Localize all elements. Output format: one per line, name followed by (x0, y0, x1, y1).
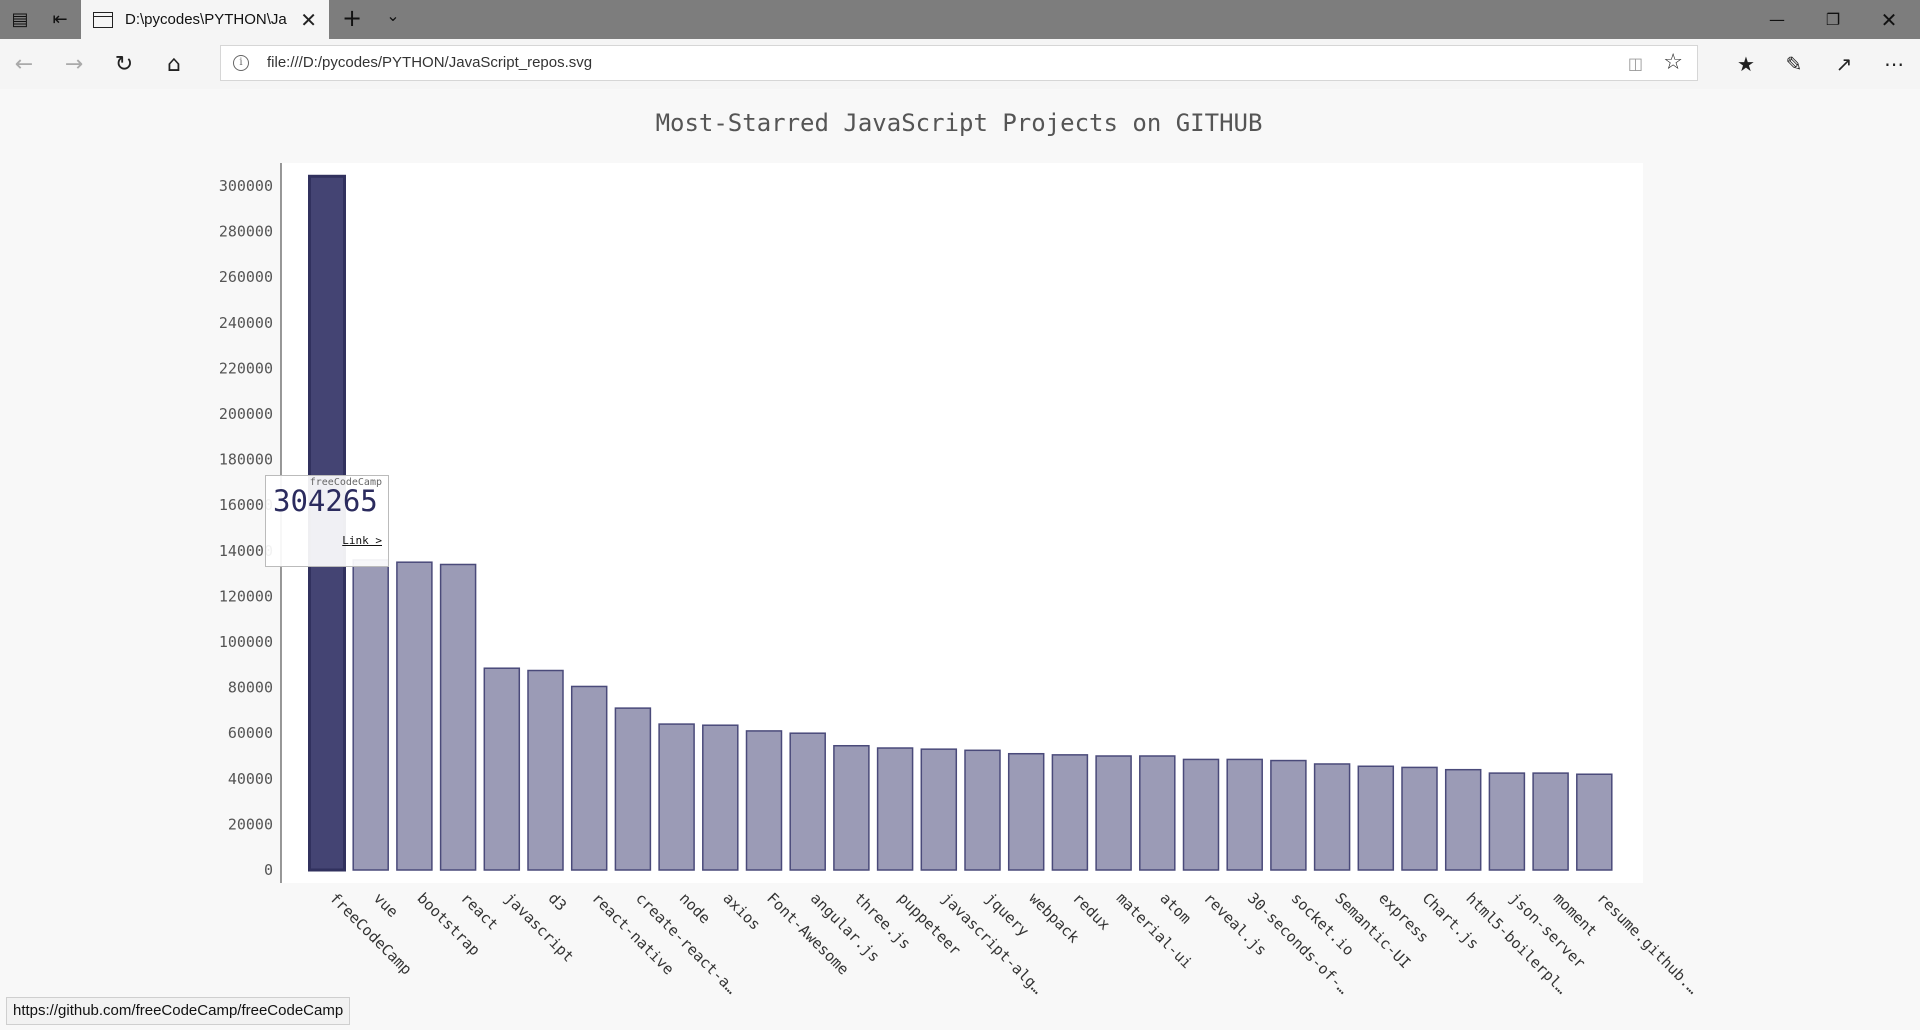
tab-actions-icon[interactable]: ▤ (11, 9, 29, 30)
bar-9[interactable] (702, 724, 739, 871)
plus-icon[interactable]: + (341, 4, 363, 32)
bar-chart: Most-Starred JavaScript Projects on GITH… (219, 109, 1702, 998)
bar-27[interactable] (1488, 772, 1526, 871)
close-icon[interactable]: ✕ (1880, 7, 1898, 32)
tab-title: D:\pycodes\PYTHON\Ja (125, 11, 287, 28)
x-tick-label: node (676, 889, 714, 927)
bar-15[interactable] (964, 749, 1001, 871)
address-url[interactable]: file:///D:/pycodes/PYTHON/JavaScript_rep… (267, 54, 593, 71)
pen-icon[interactable]: ✎ (1785, 52, 1803, 76)
bar-16[interactable] (1007, 752, 1045, 871)
y-tick-label: 40000 (228, 770, 273, 788)
bar-10[interactable] (745, 730, 783, 871)
navigation-bar: ← → ↻ ⌂ i file:///D:/pycodes/PYTHON/Java… (0, 39, 1920, 89)
y-tick-label: 220000 (219, 359, 273, 377)
bar-17[interactable] (1051, 754, 1089, 871)
y-tick-label: 300000 (219, 177, 273, 195)
y-tick-label: 20000 (228, 815, 273, 833)
bar-22[interactable] (1270, 759, 1307, 871)
favorites-icon[interactable]: ★ (1737, 52, 1755, 76)
y-tick-label: 80000 (228, 679, 273, 697)
active-tab[interactable]: D:\pycodes\PYTHON\Ja ✕ (81, 0, 329, 39)
y-tick-label: 160000 (219, 496, 273, 514)
title-bar: ▤ ⇤ D:\pycodes\PYTHON\Ja ✕ + ⌄ — ❐ ✕ (0, 0, 1920, 39)
back-arrow-icon[interactable]: ← (14, 51, 34, 77)
bar-3[interactable] (439, 563, 477, 871)
y-tick-label: 140000 (219, 542, 273, 560)
y-tick-label: 180000 (219, 451, 273, 469)
x-tick-label: Semantic-UI (1331, 889, 1414, 972)
x-tick-label: json-server (1506, 889, 1589, 972)
home-icon[interactable]: ⌂ (167, 51, 181, 77)
bar-23[interactable] (1313, 763, 1351, 871)
bar-12[interactable] (833, 744, 870, 871)
bar-11[interactable] (789, 732, 826, 871)
bar-6[interactable] (570, 685, 608, 871)
bar-24[interactable] (1357, 765, 1395, 871)
x-tick-label: axios (719, 889, 764, 934)
y-tick-label: 260000 (219, 268, 273, 286)
bars-group (308, 174, 1613, 872)
bar-7[interactable] (614, 707, 652, 871)
page-content: Most-Starred JavaScript Projects on GITH… (0, 89, 1920, 1030)
bar-2[interactable] (396, 561, 433, 871)
star-icon[interactable]: ☆ (1663, 50, 1683, 75)
bar-21[interactable] (1226, 758, 1263, 871)
bar-29[interactable] (1576, 773, 1613, 871)
share-icon[interactable]: ↗ (1835, 52, 1853, 76)
chart-title: Most-Starred JavaScript Projects on GITH… (656, 109, 1263, 137)
reading-view-icon[interactable]: ◫ (1627, 54, 1643, 73)
refresh-icon[interactable]: ↻ (114, 51, 134, 77)
x-tick-label: d3 (545, 889, 571, 915)
more-icon[interactable]: ⋯ (1884, 52, 1904, 76)
y-tick-label: 240000 (219, 314, 273, 332)
bar-1[interactable] (352, 559, 389, 871)
bar-4[interactable] (483, 667, 521, 871)
info-icon[interactable]: i (233, 55, 249, 71)
y-axis-ticks: 0 20000 40000 60000 80000 100000 120000 140000 1… (219, 177, 273, 879)
y-tick-label: 60000 (228, 724, 273, 742)
tab-close-icon[interactable]: ✕ (300, 8, 317, 32)
status-bar-url: https://github.com/freeCodeCamp/freeCode… (6, 997, 351, 1025)
bar-13[interactable] (876, 747, 914, 871)
x-tick-label: atom (1156, 889, 1194, 927)
bar-26[interactable] (1444, 768, 1482, 871)
forward-arrow-icon[interactable]: → (64, 51, 84, 77)
bar-28[interactable] (1532, 772, 1569, 871)
y-tick-label: 100000 (219, 633, 273, 651)
bar-20[interactable] (1182, 758, 1220, 871)
tooltip-link[interactable]: Link > (342, 534, 382, 547)
bar-8[interactable] (658, 723, 695, 871)
x-tick-label: resume.github.… (1593, 889, 1702, 998)
address-bar[interactable]: i file:///D:/pycodes/PYTHON/JavaScript_r… (220, 45, 1698, 81)
bar-5[interactable] (527, 669, 564, 871)
bar-25[interactable] (1401, 766, 1438, 871)
tooltip-value: 304265 (273, 484, 378, 518)
y-tick-label: 280000 (219, 223, 273, 241)
chevron-down-icon[interactable]: ⌄ (386, 6, 400, 25)
restore-icon[interactable]: ❐ (1825, 10, 1841, 29)
bar-tooltip: freeCodeCamp 304265 Link > (265, 475, 389, 567)
bar-19[interactable] (1139, 755, 1176, 871)
page-icon (93, 11, 113, 28)
set-aside-tabs-icon[interactable]: ⇤ (52, 9, 68, 30)
bar-14[interactable] (920, 748, 958, 871)
y-tick-label: 0 (264, 861, 273, 879)
x-tick-label: material-ui (1113, 889, 1196, 972)
y-tick-label: 120000 (219, 587, 273, 605)
minimize-icon[interactable]: — (1769, 10, 1785, 29)
tooltip-label: freeCodeCamp (309, 477, 382, 488)
x-tick-label: vue (370, 889, 402, 921)
y-tick-label: 200000 (219, 405, 273, 423)
bar-18[interactable] (1095, 755, 1132, 871)
